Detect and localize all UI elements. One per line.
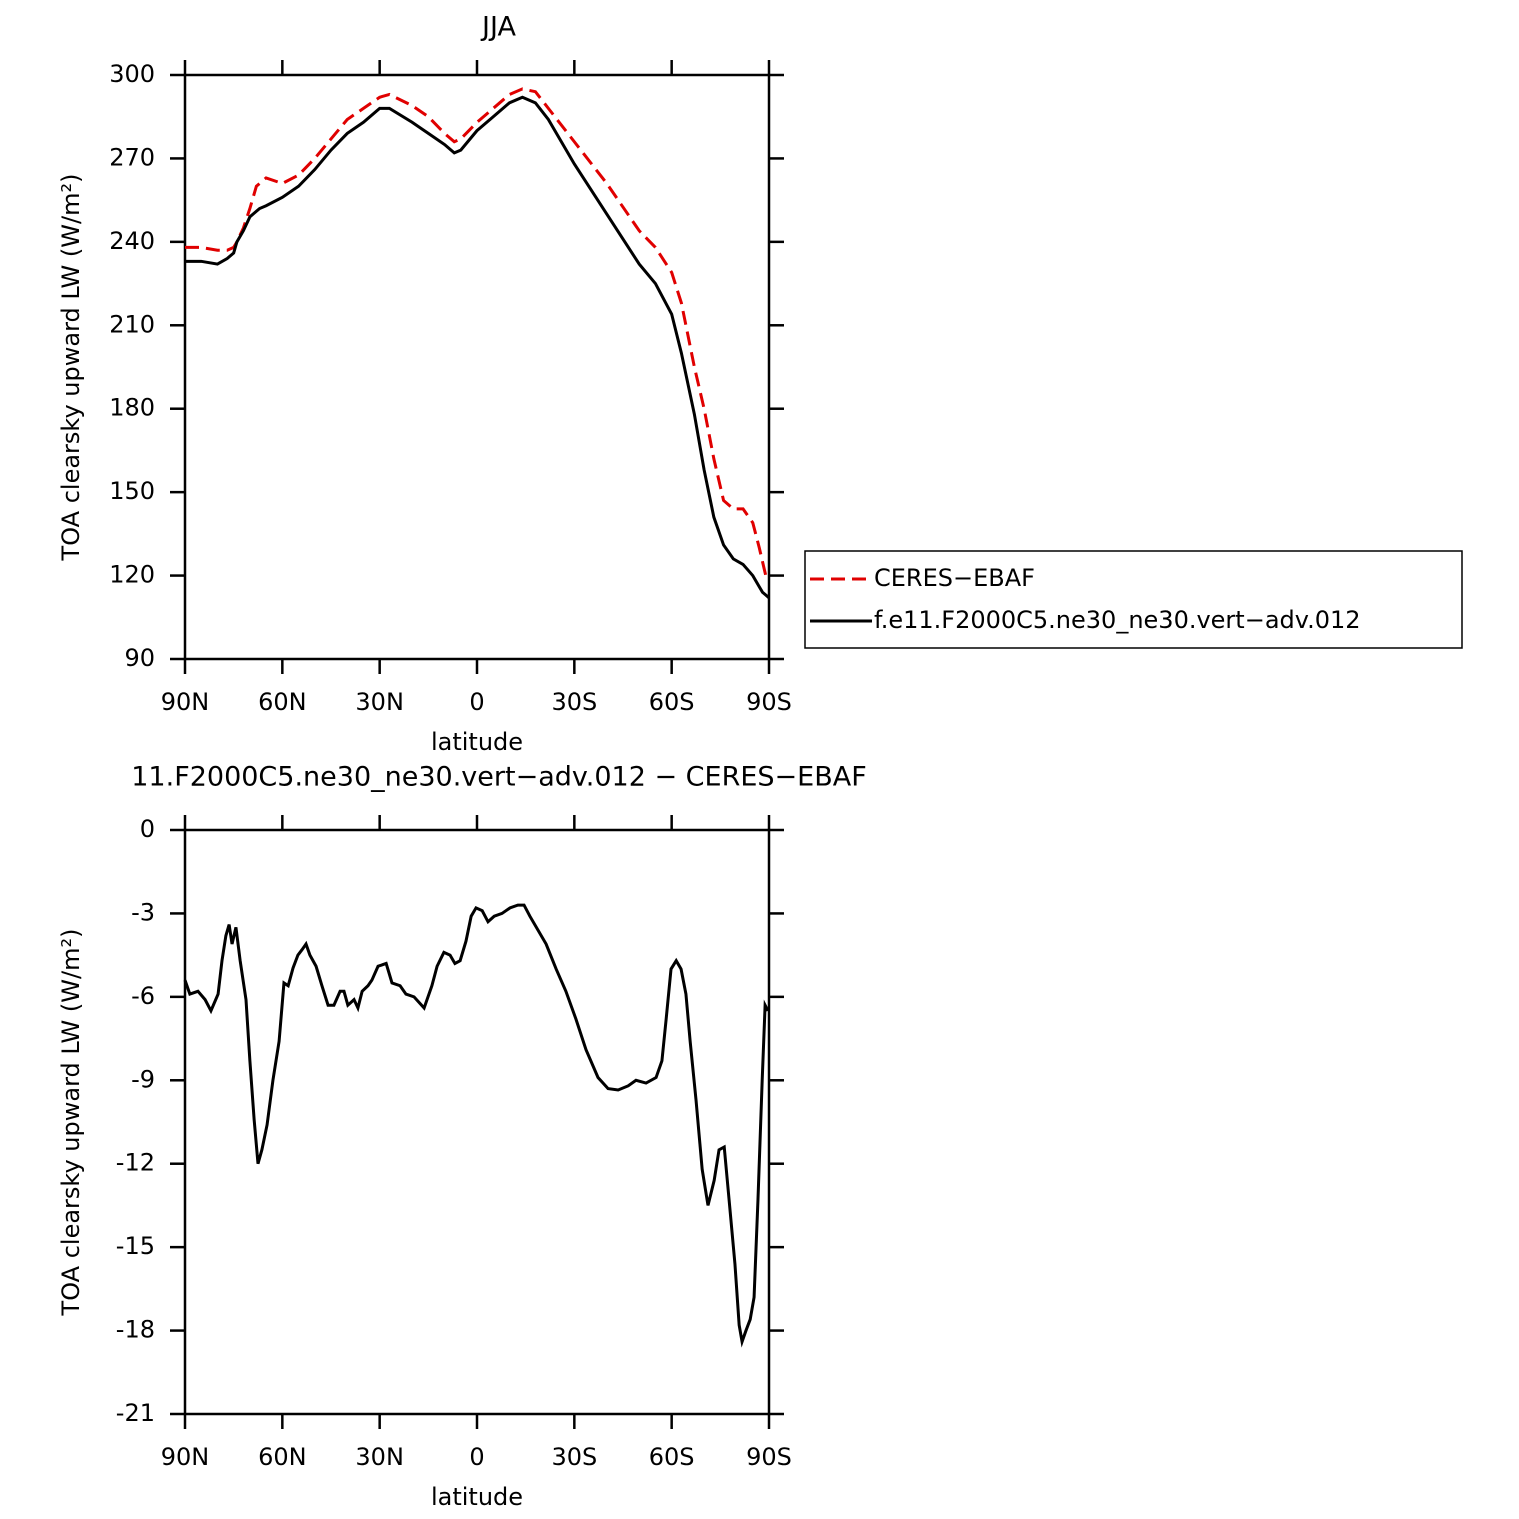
x-tick-label: 30N xyxy=(355,688,404,716)
chart-title: 11.F2000C5.ne30_ne30.vert−adv.012 − CERE… xyxy=(131,762,867,793)
x-tick-label: 0 xyxy=(469,1443,484,1471)
plot-frame xyxy=(183,828,771,1416)
x-tick-label: 90S xyxy=(746,688,792,716)
legend-box xyxy=(804,550,1463,649)
x-axis-label: latitude xyxy=(431,1483,523,1511)
legend-label: f.e11.F2000C5.ne30_ne30.vert−adv.012 xyxy=(874,606,1361,634)
y-tick-label: 0 xyxy=(140,815,155,843)
y-tick-label: -15 xyxy=(116,1232,155,1260)
y-tick-label: 300 xyxy=(109,60,155,88)
y-tick-label: 210 xyxy=(109,310,155,338)
x-tick-label: 90S xyxy=(746,1443,792,1471)
y-tick-label: -6 xyxy=(131,982,155,1010)
x-tick-label: 60S xyxy=(649,1443,695,1471)
y-axis-label: TOA clearsky upward LW (W/m²) xyxy=(57,929,85,1317)
x-tick-label: 60N xyxy=(258,688,307,716)
data-line xyxy=(185,95,770,599)
x-tick-label: 30S xyxy=(551,1443,597,1471)
y-tick-label: -12 xyxy=(116,1149,155,1177)
x-tick-label: 30N xyxy=(355,1443,404,1471)
chart-title: JJA xyxy=(480,12,516,43)
x-tick-label: 0 xyxy=(469,688,484,716)
plot-frame xyxy=(183,73,771,661)
y-tick-label: 240 xyxy=(109,227,155,255)
x-axis-label: latitude xyxy=(431,728,523,756)
y-tick-label: 120 xyxy=(109,561,155,589)
x-tick-label: 60S xyxy=(649,688,695,716)
y-tick-label: 90 xyxy=(124,644,155,672)
x-tick-label: 90N xyxy=(161,1443,210,1471)
data-line xyxy=(183,903,770,1348)
legend-label: CERES−EBAF xyxy=(874,564,1035,592)
y-tick-label: 270 xyxy=(109,143,155,171)
y-tick-label: -18 xyxy=(116,1316,155,1344)
y-tick-label: -21 xyxy=(116,1399,155,1427)
y-tick-label: -9 xyxy=(131,1065,155,1093)
x-tick-label: 30S xyxy=(551,688,597,716)
data-line xyxy=(185,87,770,580)
y-tick-label: -3 xyxy=(131,898,155,926)
y-axis-label: TOA clearsky upward LW (W/m²) xyxy=(57,174,85,562)
x-tick-label: 90N xyxy=(161,688,210,716)
x-tick-label: 60N xyxy=(258,1443,307,1471)
y-tick-label: 180 xyxy=(109,394,155,422)
y-tick-label: 150 xyxy=(109,477,155,505)
